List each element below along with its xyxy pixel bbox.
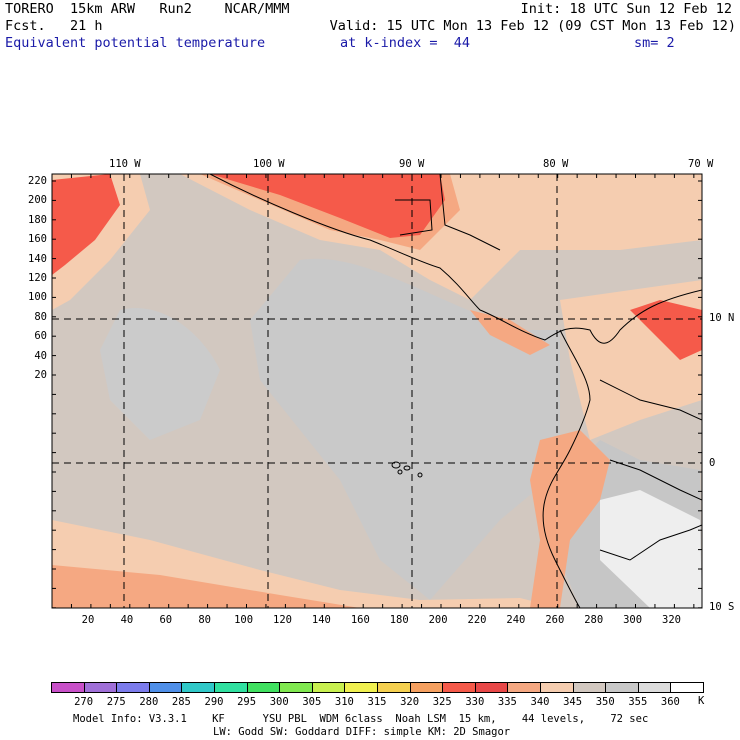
x-tick-label: 120 bbox=[273, 614, 292, 626]
red-region-venezuela bbox=[630, 300, 702, 360]
y-tick-label: 160 bbox=[28, 233, 47, 246]
white-region bbox=[600, 490, 702, 608]
field-name: Equivalent potential temperature bbox=[5, 35, 266, 51]
lon-label-110w: 110 W bbox=[109, 158, 141, 170]
y-tick-label: 80 bbox=[34, 310, 47, 323]
lon-label-100w: 100 W bbox=[253, 158, 285, 170]
colorbar-unit: K bbox=[698, 695, 705, 707]
x-tick-label: 280 bbox=[584, 614, 604, 626]
y-tick-label: 220 bbox=[28, 175, 47, 187]
light-grey-region bbox=[100, 308, 220, 440]
colorbar-label: 355 bbox=[628, 696, 648, 708]
red-region-nw bbox=[52, 174, 120, 275]
colorbar-swatch bbox=[311, 682, 346, 693]
y-tick-label: 140 bbox=[28, 252, 47, 265]
y-tick-label: 40 bbox=[34, 349, 47, 362]
red-region-mexico bbox=[210, 174, 445, 238]
x-tick-label: 240 bbox=[506, 614, 526, 626]
x-tick-label: 100 bbox=[234, 614, 254, 626]
x-tick-label: 260 bbox=[545, 614, 565, 626]
colorbar-swatch bbox=[246, 682, 281, 693]
colorbar-label: 330 bbox=[465, 696, 485, 708]
x-tick-label: 220 bbox=[467, 614, 487, 626]
colorbar-label: 285 bbox=[171, 696, 191, 708]
colorbar-swatch bbox=[181, 682, 215, 693]
peach-band-bottom bbox=[52, 565, 360, 608]
colorbar-swatch bbox=[83, 682, 118, 693]
colorbar-swatch bbox=[572, 682, 607, 693]
colorbar-swatch bbox=[214, 682, 248, 693]
colorbar-label: 305 bbox=[302, 696, 322, 708]
colorbar-label: 295 bbox=[237, 696, 257, 708]
x-tick-label: 40 bbox=[120, 614, 134, 626]
lat-label-0: 0 bbox=[709, 457, 716, 469]
level-info: at k-index = 44 bbox=[340, 35, 471, 51]
colorbar-label: 335 bbox=[497, 696, 517, 708]
light-grey-region bbox=[250, 258, 560, 600]
x-tick-label: 320 bbox=[662, 614, 681, 626]
colorbar-swatch bbox=[442, 682, 476, 693]
graticule bbox=[52, 174, 702, 608]
x-tick-label: 180 bbox=[389, 614, 409, 626]
colorbar-label: 360 bbox=[660, 696, 680, 708]
colorbar-label: 290 bbox=[204, 696, 224, 708]
colorbar-swatch bbox=[409, 682, 444, 693]
map-frame bbox=[51, 173, 703, 609]
colorbar-label: 270 bbox=[74, 696, 94, 708]
colorbar-swatch bbox=[540, 682, 574, 693]
colorbar-label: 325 bbox=[432, 696, 452, 708]
x-tick-label: 60 bbox=[159, 614, 173, 626]
colorbar-label: 280 bbox=[139, 696, 159, 708]
physics-info: LW: Godd SW: Goddard DIFF: simple KM: 2D… bbox=[213, 726, 511, 738]
valid-time: Valid: 15 UTC Mon 13 Feb 12 (09 CST Mon … bbox=[329, 18, 736, 34]
colorbar-swatch bbox=[148, 682, 183, 693]
colorbar-swatch bbox=[507, 682, 541, 693]
colorbar-label: 345 bbox=[563, 696, 583, 708]
init-time: Init: 18 UTC Sun 12 Feb 12 bbox=[520, 1, 732, 17]
colorbar-label: 340 bbox=[530, 696, 550, 708]
y-tick-label: 60 bbox=[34, 330, 47, 343]
x-tick-label: 80 bbox=[198, 614, 212, 626]
y-tick-label: 200 bbox=[28, 194, 47, 207]
smoothing-info: sm= 2 bbox=[634, 35, 675, 51]
salmon-region-cr bbox=[470, 310, 550, 355]
x-tick-label: 140 bbox=[311, 614, 331, 626]
colorbar-label: 315 bbox=[367, 696, 387, 708]
y-tick-label: 120 bbox=[28, 272, 47, 284]
x-tick-label: 200 bbox=[428, 614, 448, 626]
colorbar-label: 275 bbox=[106, 696, 126, 708]
colorbar-swatch bbox=[474, 682, 509, 693]
colorbar-swatch bbox=[279, 682, 313, 693]
colorbar-label: 310 bbox=[334, 696, 354, 708]
x-tick-label: 160 bbox=[350, 614, 370, 626]
y-tick-label: 100 bbox=[28, 291, 47, 304]
model-info: Model Info: V3.3.1 KF YSU PBL WDM 6class… bbox=[73, 713, 649, 725]
colorbar-label: 300 bbox=[269, 696, 289, 708]
lat-label-10s: 10 S bbox=[709, 601, 735, 613]
y-tick-label: 20 bbox=[34, 369, 47, 381]
lat-label-10n: 10 N bbox=[709, 312, 735, 324]
colorbar-label: 350 bbox=[595, 696, 615, 708]
colorbar-swatch bbox=[605, 682, 639, 693]
forecast-hour: Fcst. 21 h bbox=[5, 18, 103, 34]
y-tick-label: 180 bbox=[28, 213, 47, 226]
colorbar-swatch bbox=[344, 682, 378, 693]
lon-label-70w: 70 W bbox=[688, 158, 714, 170]
colorbar-swatch bbox=[51, 682, 85, 693]
colorbar-swatch bbox=[637, 682, 672, 693]
colorbar-label: 320 bbox=[400, 696, 420, 708]
model-title: TORERO 15km ARW Run2 NCAR/MMM bbox=[5, 1, 290, 17]
lon-label-90w: 90 W bbox=[399, 158, 425, 170]
x-tick-label: 20 bbox=[81, 614, 95, 626]
colorbar-swatch bbox=[670, 682, 704, 693]
colorbar-swatch bbox=[116, 682, 150, 693]
x-tick-label: 300 bbox=[623, 614, 643, 626]
colorbar-swatch bbox=[377, 682, 411, 693]
salmon-band-sa bbox=[530, 430, 610, 608]
lon-label-80w: 80 W bbox=[543, 158, 569, 170]
